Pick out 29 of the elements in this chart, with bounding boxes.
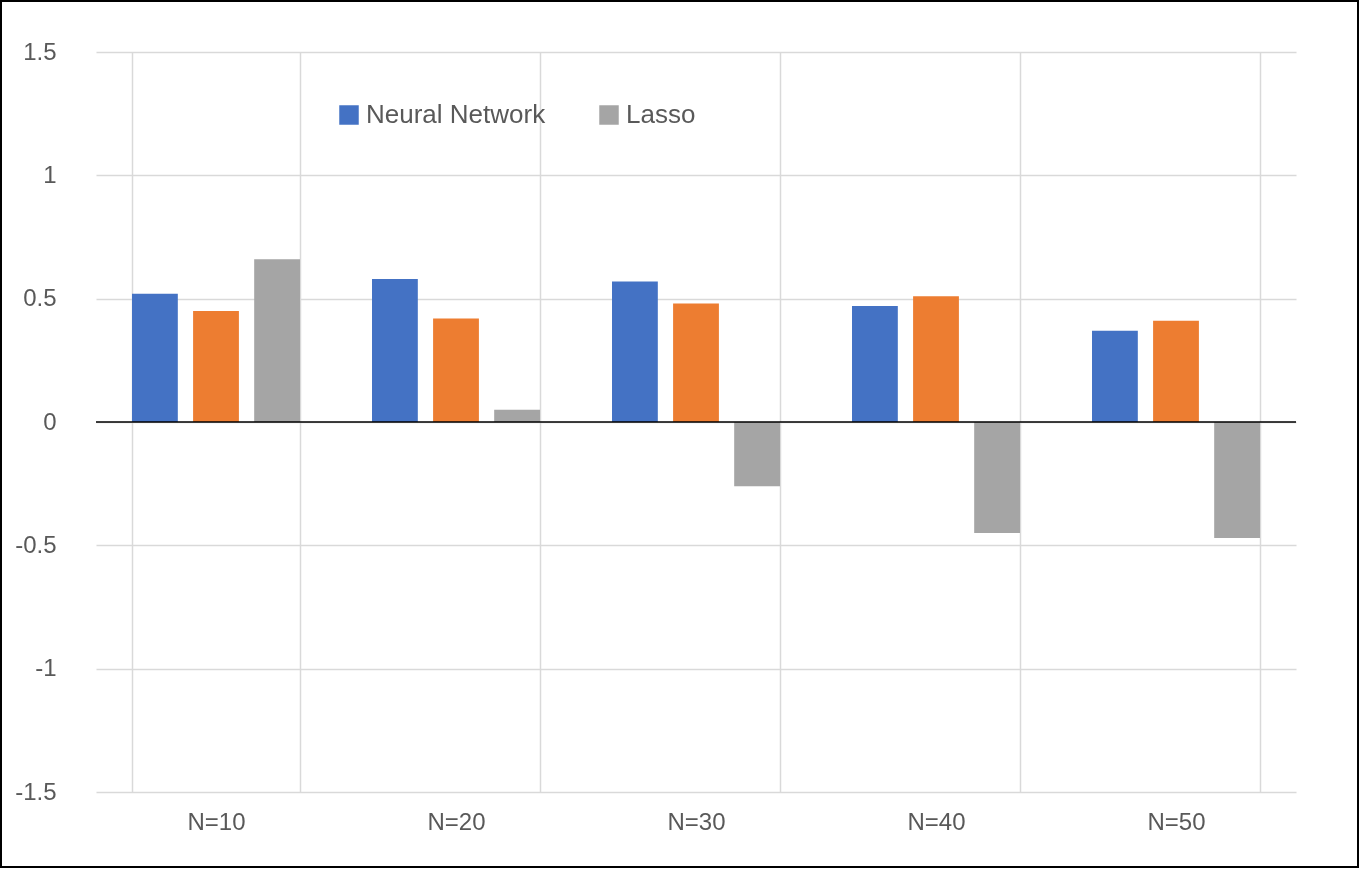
- bar: [913, 296, 959, 422]
- bar: [1153, 320, 1199, 422]
- bar: [254, 259, 300, 422]
- bar: [974, 422, 1020, 533]
- x-tick-label: N=50: [1147, 807, 1206, 835]
- y-tick-label: -1.5: [15, 777, 57, 805]
- x-tick-label: N=10: [187, 807, 246, 835]
- bar: [673, 303, 719, 422]
- x-tick-label: N=20: [427, 807, 486, 835]
- bar: [734, 422, 780, 487]
- y-tick-label: -0.5: [15, 530, 57, 558]
- y-tick-label: 1: [43, 160, 57, 188]
- bar: [132, 293, 178, 422]
- y-tick-label: 1.5: [23, 37, 57, 65]
- bar: [1214, 422, 1260, 538]
- bar: [1092, 330, 1138, 422]
- x-tick-label: N=40: [907, 807, 966, 835]
- bar: [612, 281, 658, 422]
- legend-label: Neural Network: [366, 99, 547, 129]
- y-tick-label: 0: [43, 407, 57, 435]
- bar: [193, 311, 239, 422]
- y-tick-label: -1: [35, 654, 57, 682]
- y-tick-label: 0.5: [23, 284, 57, 312]
- bar: [372, 278, 418, 422]
- bar: [433, 318, 479, 422]
- legend-label: Lasso: [626, 99, 696, 129]
- x-tick-label: N=30: [667, 807, 726, 835]
- bar: [852, 306, 898, 422]
- bar: [494, 409, 540, 422]
